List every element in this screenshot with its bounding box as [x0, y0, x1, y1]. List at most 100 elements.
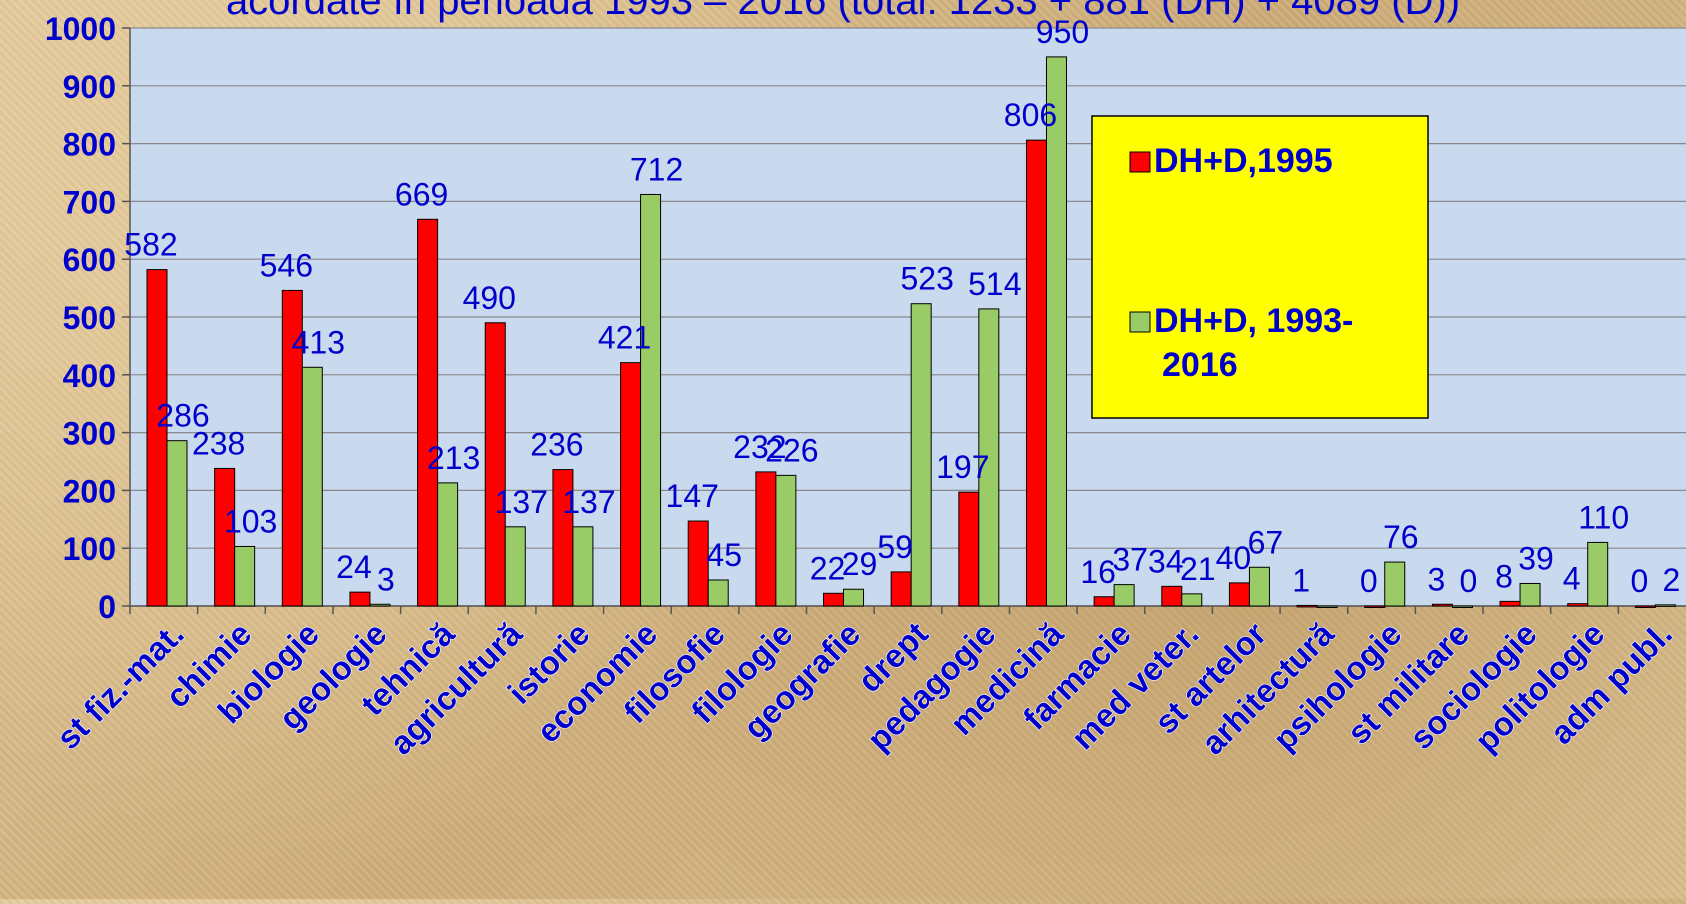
bar-dh-d-1995 [417, 218, 439, 607]
bar-dh-d-1995 [890, 571, 912, 607]
data-label: 45 [706, 537, 742, 573]
data-label: 34 [1148, 543, 1184, 579]
legend-swatch [1129, 151, 1151, 173]
data-label: 67 [1248, 524, 1284, 560]
bar-dh-d-1995 [1025, 139, 1047, 607]
bar-dh-d-1993-2016 [707, 579, 729, 607]
y-tick-label: 700 [63, 184, 116, 220]
bar-dh-d-1995 [620, 362, 642, 607]
bar-dh-d-1995 [214, 467, 236, 607]
y-tick-label: 400 [63, 358, 116, 394]
bar-dh-d-1993-2016 [1587, 541, 1609, 607]
legend-swatch [1129, 311, 1151, 333]
data-label: 421 [598, 320, 651, 356]
data-label: 238 [192, 425, 245, 461]
data-label: 4 [1563, 561, 1581, 597]
y-tick-label: 800 [63, 127, 116, 163]
bar-dh-d-1995 [146, 269, 168, 607]
data-label: 213 [427, 440, 480, 476]
data-label: 137 [562, 484, 615, 520]
data-label: 0 [1360, 563, 1378, 599]
data-label: 236 [530, 427, 583, 463]
bar-dh-d-1993-2016 [166, 440, 188, 607]
data-label: 582 [124, 227, 177, 263]
legend-entry-line: 2016 [1162, 346, 1238, 384]
data-label: 103 [224, 503, 277, 539]
data-label: 37 [1112, 542, 1148, 578]
data-label: 669 [395, 176, 448, 212]
data-label: 110 [1578, 499, 1629, 535]
bar-dh-d-1993-2016 [572, 526, 594, 607]
data-label: 8 [1495, 558, 1513, 594]
bar-dh-d-1993-2016 [1451, 605, 1473, 608]
bar-dh-d-1995 [687, 520, 709, 607]
bar-dh-d-1993-2016 [301, 366, 323, 607]
bar-dh-d-1993-2016 [234, 545, 256, 607]
data-label: 0 [1459, 563, 1477, 599]
legend-entry: DH+D, 1993- 2016 [1154, 302, 1353, 384]
bar-dh-d-1993-2016 [504, 526, 526, 607]
data-label: 147 [666, 478, 719, 514]
legend-entry-line: DH+D,1995 [1154, 142, 1333, 180]
data-label: 2 [1662, 562, 1680, 598]
y-tick-label: 1000 [45, 11, 116, 47]
data-label: 39 [1518, 540, 1554, 576]
data-label: 232 [733, 429, 786, 465]
data-label: 950 [1036, 14, 1089, 50]
data-label: 21 [1180, 551, 1216, 587]
bar-dh-d-1993-2016 [437, 482, 459, 607]
data-label: 59 [877, 529, 913, 565]
bar-dh-d-1993-2016 [1248, 566, 1270, 607]
data-label: 413 [292, 324, 345, 360]
data-label: 137 [495, 484, 548, 520]
data-label: 286 [156, 398, 209, 434]
data-label: 226 [765, 432, 818, 468]
bar-dh-d-1995 [1634, 605, 1656, 608]
bar-dh-d-1993-2016 [1384, 561, 1406, 607]
y-tick-label: 500 [63, 300, 116, 336]
data-label: 523 [900, 261, 953, 297]
data-label: 3 [377, 561, 395, 597]
data-label: 24 [336, 549, 372, 585]
bar-dh-d-1995 [1364, 605, 1386, 608]
data-label: 3 [1427, 561, 1445, 597]
bar-dh-d-1995 [1499, 600, 1521, 607]
bar-dh-d-1993-2016 [640, 193, 662, 607]
bar-dh-d-1995 [1228, 582, 1250, 607]
legend-entry: DH+D,1995 [1154, 142, 1333, 180]
y-tick-label: 300 [63, 416, 116, 452]
bar-dh-d-1995 [958, 491, 980, 607]
bar-dh-d-1993-2016 [1045, 56, 1067, 607]
bar-dh-d-1993-2016 [369, 603, 391, 607]
y-tick-label: 600 [63, 242, 116, 278]
data-label: 40 [1216, 540, 1252, 576]
data-label: 1 [1292, 562, 1310, 598]
data-label: 490 [463, 280, 516, 316]
data-label: 76 [1383, 519, 1419, 555]
data-label: 514 [968, 266, 1021, 302]
y-tick-label: 200 [63, 473, 116, 509]
bar-dh-d-1993-2016 [1181, 593, 1203, 607]
bar-dh-d-1995 [823, 592, 845, 607]
bar-dh-d-1993-2016 [910, 303, 932, 607]
bar-dh-d-1993-2016 [1316, 605, 1338, 608]
legend-entry-line: DH+D, 1993- [1154, 302, 1353, 340]
data-label: 197 [936, 449, 989, 485]
bar-dh-d-1995 [755, 471, 777, 607]
y-tick-label: 100 [63, 531, 116, 567]
bar-dh-d-1993-2016 [1519, 582, 1541, 607]
data-label: 22 [810, 550, 846, 586]
data-label: 712 [630, 151, 683, 187]
y-tick-label: 0 [98, 589, 116, 625]
bar-dh-d-1995 [1296, 604, 1318, 608]
bar-dh-d-1993-2016 [843, 588, 865, 607]
y-tick-label: 900 [63, 69, 116, 105]
bar-dh-d-1995 [1161, 585, 1183, 607]
bar-dh-d-1995 [1093, 596, 1115, 607]
chart-title: acordate în perioada 1993 – 2016 (total:… [226, 0, 1460, 23]
data-label: 806 [1004, 97, 1057, 133]
bar-dh-d-1995 [349, 591, 371, 607]
data-label: 546 [260, 247, 313, 283]
